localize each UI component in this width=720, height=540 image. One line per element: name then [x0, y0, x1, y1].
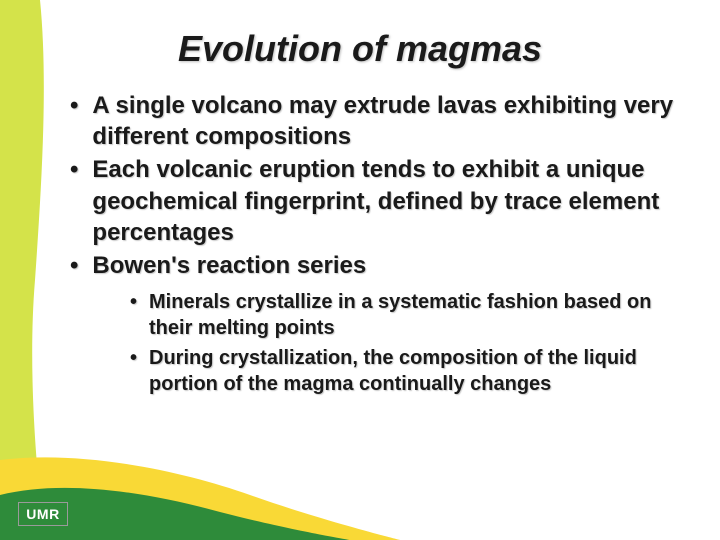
bullet-item: • Each volcanic eruption tends to exhibi… [70, 154, 680, 248]
bullet-text: Bowen's reaction series [92, 250, 366, 281]
slide-title: Evolution of magmas [0, 0, 720, 90]
sub-content: • Minerals crystallize in a systematic f… [70, 289, 680, 397]
bullet-marker: • [130, 289, 137, 315]
logo-text: UMR [26, 506, 59, 522]
bullet-item: • A single volcano may extrude lavas exh… [70, 90, 680, 152]
bullet-marker: • [70, 250, 78, 281]
sub-bullet-text: During crystallization, the composition … [149, 345, 680, 397]
bullet-text: Each volcanic eruption tends to exhibit … [92, 154, 680, 248]
bullet-marker: • [130, 345, 137, 371]
sub-bullet-text: Minerals crystallize in a systematic fas… [149, 289, 680, 341]
main-content: • A single volcano may extrude lavas exh… [0, 90, 720, 397]
umr-logo: UMR [18, 502, 68, 526]
sub-bullet-item: • During crystallization, the compositio… [130, 345, 680, 397]
bullet-item: • Bowen's reaction series [70, 250, 680, 281]
bullet-text: A single volcano may extrude lavas exhib… [92, 90, 680, 152]
sub-bullet-item: • Minerals crystallize in a systematic f… [130, 289, 680, 341]
bullet-marker: • [70, 154, 78, 185]
bullet-marker: • [70, 90, 78, 121]
